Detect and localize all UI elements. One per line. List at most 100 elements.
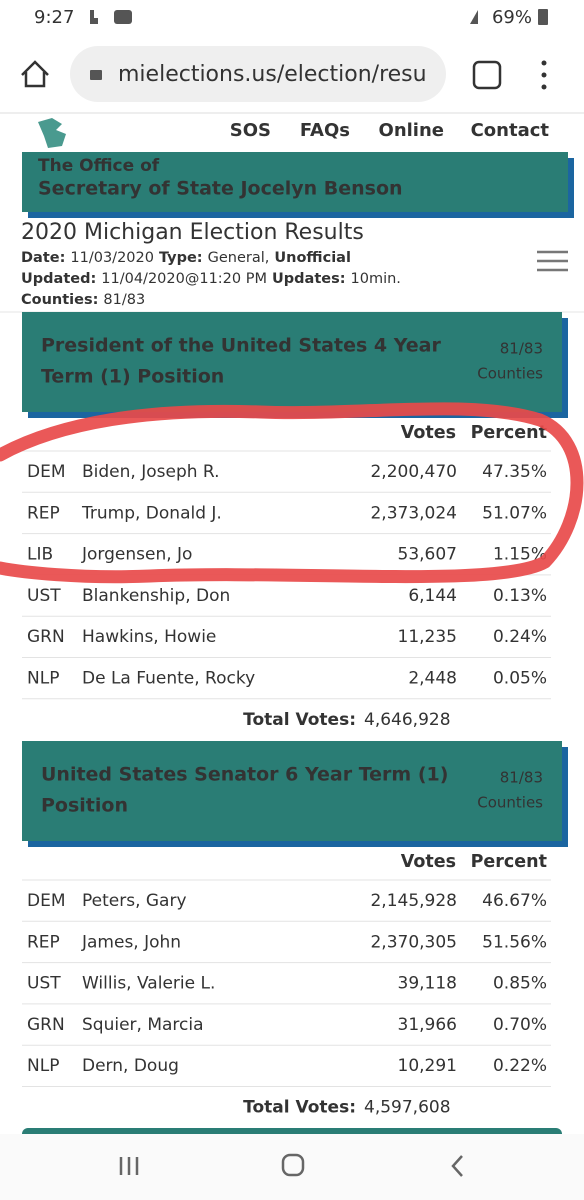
column-header: Percent (471, 423, 547, 443)
votes: 2,145,928 (370, 891, 457, 911)
candidate: Peters, Gary (82, 891, 187, 911)
signal-icon (470, 10, 478, 24)
meta-updated: 11/04/2020@11:20 PM (101, 271, 267, 287)
votes: 2,373,024 (370, 503, 457, 523)
percent: 0.05% (493, 669, 547, 689)
nav-link[interactable]: FAQs (300, 120, 350, 141)
percent: 46.67% (482, 891, 547, 911)
scribble (0, 402, 584, 584)
candidate: Willis, Valerie L. (82, 974, 215, 994)
party: LIB (27, 545, 53, 565)
meta-type: General, (208, 250, 270, 266)
race-counties-label: Counties (477, 365, 543, 383)
candidate: Squier, Marcia (82, 1015, 204, 1035)
tabs-button[interactable] (472, 60, 502, 90)
party: NLP (27, 669, 59, 689)
party: DEM (27, 462, 66, 482)
race-header (22, 312, 562, 412)
column-header: Percent (471, 852, 547, 872)
race-header (22, 741, 562, 841)
candidate: Trump, Donald J. (81, 503, 222, 523)
nav-link[interactable]: Contact (471, 120, 550, 141)
votes: 2,370,305 (370, 932, 457, 952)
home-button[interactable] (21, 60, 49, 88)
total-votes: 4,597,608 (364, 1098, 451, 1118)
votes: 10,291 (398, 1056, 457, 1076)
votes: 53,607 (398, 545, 457, 565)
back-button[interactable] (451, 1155, 463, 1177)
candidate: Hawkins, Howie (82, 627, 216, 647)
party: REP (27, 932, 60, 952)
content: 9:27 69% mielections.us/election/resu SOS FA… (21, 7, 568, 1118)
candidate: Biden, Joseph R. (82, 462, 220, 482)
candidate: Jorgensen, Jo (81, 545, 192, 565)
total-votes: 4,646,928 (364, 710, 451, 730)
votes: 2,200,470 (370, 462, 457, 482)
browser-bar (0, 46, 584, 114)
percent: 1.15% (493, 545, 547, 565)
percent: 47.35% (482, 462, 547, 482)
meta-type-label: Type: (159, 250, 203, 266)
party: REP (27, 503, 60, 523)
youtube-icon (114, 10, 132, 24)
column-header: Votes (401, 852, 456, 872)
hamburger-menu[interactable] (537, 250, 568, 272)
home-nav-button[interactable] (281, 1153, 305, 1177)
party: NLP (27, 1056, 59, 1076)
race-title: United States Senator 6 Year Term (1) (41, 764, 448, 786)
percent: 51.07% (482, 503, 547, 523)
race-counties: 81/83 (500, 769, 543, 787)
percent: 0.85% (493, 974, 547, 994)
votes: 39,118 (398, 974, 457, 994)
candidate: De La Fuente, Rocky (82, 669, 255, 689)
nav-bar (0, 1134, 584, 1200)
race-counties-label: Counties (477, 794, 543, 812)
logo[interactable] (38, 118, 66, 148)
meta-updated-label: Updated: (21, 271, 96, 287)
votes: 2,448 (408, 669, 457, 689)
nav-link[interactable]: Online (379, 120, 444, 141)
column-header: Votes (401, 423, 456, 443)
url[interactable]: mielections.us/election/resu (118, 62, 427, 87)
votes: 6,144 (408, 586, 457, 606)
party: GRN (27, 627, 65, 647)
percent: 0.13% (493, 586, 547, 606)
candidate: James, John (81, 932, 181, 952)
meta-updates-label: Updates: (272, 271, 346, 287)
status-icons (90, 9, 548, 25)
race-title: Position (41, 795, 128, 817)
url-field[interactable] (70, 46, 446, 102)
total-label: Total Votes: (243, 1098, 356, 1118)
meta-counties-label: Counties: (21, 292, 98, 308)
percent: 0.24% (493, 627, 547, 647)
votes: 11,235 (398, 627, 457, 647)
party: UST (27, 974, 61, 994)
recents-button[interactable] (119, 1157, 139, 1175)
nav-link[interactable]: SOS (230, 120, 271, 141)
banner (22, 152, 568, 212)
party: GRN (27, 1015, 65, 1035)
battery-level: 69% (492, 7, 532, 28)
meta-counties: 81/83 (103, 292, 145, 308)
total-label: Total Votes: (243, 710, 356, 730)
candidate: Dern, Doug (82, 1056, 179, 1076)
meta-line: Date: 11/03/2020 Type: General, Unofficial (21, 250, 351, 266)
meta-date: 11/03/2020 (70, 250, 154, 266)
battery-icon (538, 9, 548, 25)
menu-button[interactable] (541, 60, 547, 90)
page-title: 2020 Michigan Election Results (21, 220, 364, 245)
race-title: President of the United States 4 Year (41, 335, 441, 357)
meta-updates: 10min. (351, 271, 401, 287)
party: DEM (27, 891, 66, 911)
clock: 9:27 (34, 7, 74, 28)
party: UST (27, 586, 61, 606)
meta-line: Counties: 81/83 (21, 292, 145, 308)
lock-icon (90, 70, 102, 80)
percent: 51.56% (482, 932, 547, 952)
notif-icon (90, 10, 98, 24)
votes: 31,966 (398, 1015, 457, 1035)
candidate: Blankenship, Don (82, 586, 230, 606)
race-counties: 81/83 (500, 340, 543, 358)
